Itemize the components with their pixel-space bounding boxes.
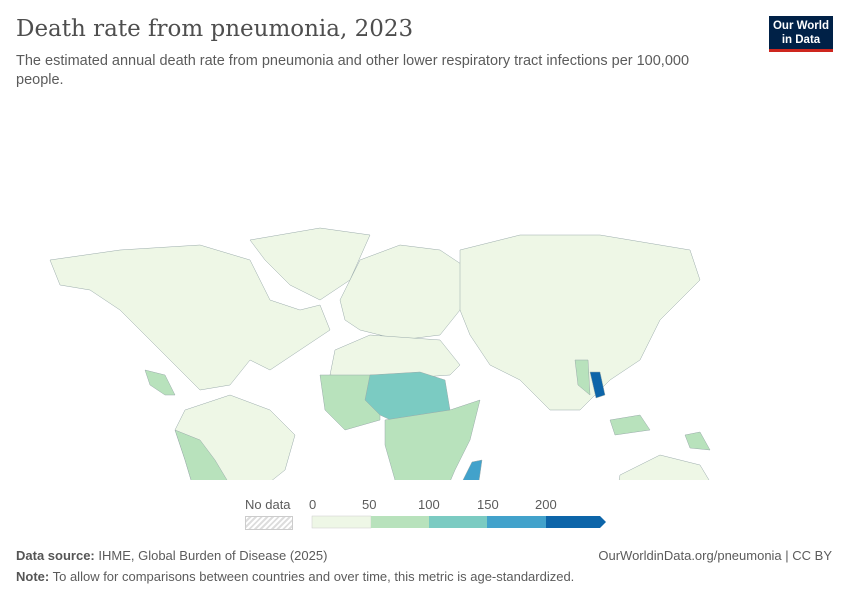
legend-tick-150: 150 [477,497,499,512]
legend-tick-50: 50 [362,497,377,512]
legend-bin-100-150 [429,516,487,528]
region-laos[interactable] [589,371,606,399]
region-southeast-asia-islands[interactable] [609,414,711,451]
region-australia[interactable] [615,454,715,480]
legend-no-data-label: No data [245,497,291,512]
region-greenland[interactable] [249,227,371,301]
legend-color-bar [311,515,606,529]
legend-bin-50-100 [371,516,429,528]
region-myanmar[interactable] [574,359,591,396]
region-central-america[interactable] [144,369,176,396]
data-source: Data source: IHME, Global Burden of Dise… [16,548,327,563]
source-label: Data source: [16,548,95,563]
source-url-link[interactable]: OurWorldinData.org/pneumonia | CC BY [598,548,832,563]
chart-title: Death rate from pneumonia, 2023 [16,16,414,42]
region-asia[interactable] [459,234,701,411]
region-north-america[interactable] [49,244,331,391]
legend-tick-0: 0 [309,497,317,512]
region-peru-bolivia-argentina[interactable] [174,429,230,480]
region-europe[interactable] [339,244,471,341]
legend-no-data-swatch [245,516,293,530]
note: Note: To allow for comparisons between c… [16,569,574,584]
source-text: IHME, Global Burden of Disease (2025) [98,548,328,563]
legend-tick-100: 100 [418,497,440,512]
region-east-central-southern-africa[interactable] [384,399,481,480]
legend-bin-200-plus [546,516,606,528]
world-map[interactable] [0,110,850,480]
legend-bin-150-200 [487,516,546,528]
note-label: Note: [16,569,50,584]
note-text: To allow for comparisons between countri… [52,569,575,584]
legend-tick-200: 200 [535,497,557,512]
chart-subtitle: The estimated annual death rate from pne… [16,53,690,88]
logo-line1: Our World [772,20,829,32]
legend-bin-0-50 [311,515,372,529]
region-madagascar[interactable] [462,459,483,480]
logo-line2: in Data [781,34,821,46]
owid-logo[interactable]: Our World in Data [769,16,833,52]
